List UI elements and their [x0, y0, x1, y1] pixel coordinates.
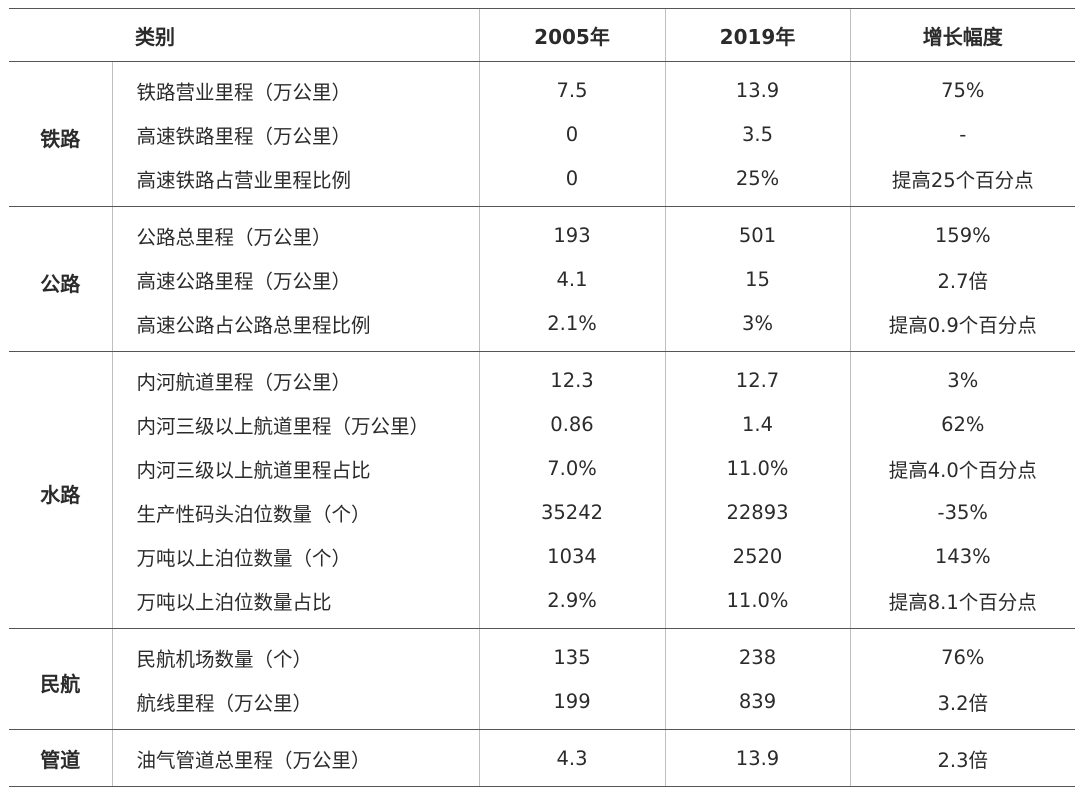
item-label: 铁路营业里程（万公里）: [136, 80, 352, 104]
value-growth: -35%: [849, 490, 1075, 534]
item-label: 高速铁路里程（万公里）: [136, 124, 352, 148]
value-2005: 199: [478, 679, 665, 730]
value-2019: 12.7: [664, 351, 850, 402]
value-2005: 0.86: [478, 402, 665, 446]
group-pipeline: 管道 油气管道总里程（万公里） 4.3 13.9 2.3倍: [9, 729, 1075, 787]
table-row: 高速公路占公路总里程比例 2.1% 3% 提高0.9个百分点: [9, 301, 1075, 352]
group-highway: 公路 公路总里程（万公里） 193 501 159% 高速公路里程（万公里） 4…: [9, 206, 1075, 352]
item-label: 内河三级以上航道里程占比: [136, 458, 371, 482]
category-label: 管道: [9, 729, 113, 787]
value-2005: 0: [478, 112, 665, 156]
value-2005: 7.5: [478, 61, 665, 112]
table-row: 高速公路里程（万公里） 4.1 15 2.7倍: [9, 257, 1075, 301]
category-label: 水路: [9, 351, 113, 629]
value-2005: 7.0%: [478, 446, 665, 490]
value-2019: 2520: [664, 534, 850, 578]
value-2019: 11.0%: [664, 446, 850, 490]
item-label: 公路总里程（万公里）: [136, 225, 332, 249]
value-growth: 提高0.9个百分点: [849, 301, 1075, 352]
table-row: 民航 民航机场数量（个） 135 238 76%: [9, 628, 1075, 730]
item-label: 内河三级以上航道里程（万公里）: [136, 414, 430, 438]
value-growth: 143%: [849, 534, 1075, 578]
item-label: 民航机场数量（个）: [136, 647, 313, 671]
table-row: 铁路 铁路营业里程（万公里） 7.5 13.9 75%: [9, 61, 1075, 207]
table-row: 内河三级以上航道里程占比 7.0% 11.0% 提高4.0个百分点: [9, 446, 1075, 490]
value-growth: 提高4.0个百分点: [849, 446, 1075, 490]
value-2019: 13.9: [664, 729, 850, 787]
value-2005: 0: [478, 156, 665, 207]
value-2019: 3.5: [664, 112, 850, 156]
value-2019: 501: [664, 206, 850, 257]
value-2019: 1.4: [664, 402, 850, 446]
value-growth: 2.3倍: [849, 729, 1075, 787]
item-label: 高速铁路占营业里程比例: [112, 156, 479, 207]
item-label: 高速公路里程（万公里）: [136, 269, 352, 293]
value-2005: 4.3: [478, 729, 665, 787]
value-growth: 2.7倍: [849, 257, 1075, 301]
table-row: 管道 油气管道总里程（万公里） 4.3 13.9 2.3倍: [9, 729, 1075, 787]
value-2019: 15: [664, 257, 850, 301]
table-row: 万吨以上泊位数量占比 2.9% 11.0% 提高8.1个百分点: [9, 578, 1075, 629]
group-aviation: 民航 民航机场数量（个） 135 238 76% 航线里程（万公里） 199 8…: [9, 628, 1075, 730]
value-2005: 4.1: [478, 257, 665, 301]
category-label: 公路: [9, 206, 113, 352]
value-growth: 3%: [849, 351, 1075, 402]
item-label: 油气管道总里程（万公里）: [112, 729, 479, 787]
value-growth: 75%: [849, 61, 1075, 112]
value-growth: 159%: [849, 206, 1075, 257]
header-growth: 增长幅度: [849, 8, 1075, 62]
table-row: 万吨以上泊位数量（个） 1034 2520 143%: [9, 534, 1075, 578]
item-label: 高速公路占公路总里程比例: [112, 301, 479, 352]
header-2019: 2019年: [664, 8, 850, 62]
table-row: 航线里程（万公里） 199 839 3.2倍: [9, 679, 1075, 730]
category-label: 民航: [9, 628, 113, 730]
group-railway: 铁路 铁路营业里程（万公里） 7.5 13.9 75% 高速铁路里程（万公里） …: [9, 61, 1075, 207]
value-2019: 11.0%: [664, 578, 850, 629]
item-label: 万吨以上泊位数量占比: [112, 578, 479, 629]
header-2005: 2005年: [478, 8, 665, 62]
value-growth: 62%: [849, 402, 1075, 446]
table-row: 生产性码头泊位数量（个） 35242 22893 -35%: [9, 490, 1075, 534]
value-growth: -: [849, 112, 1075, 156]
value-2005: 193: [478, 206, 665, 257]
value-2005: 2.9%: [478, 578, 665, 629]
value-2005: 2.1%: [478, 301, 665, 352]
group-waterway: 水路 内河航道里程（万公里） 12.3 12.7 3% 内河三级以上航道里程（万…: [9, 351, 1075, 629]
table-row: 高速铁路里程（万公里） 0 3.5 -: [9, 112, 1075, 156]
value-2005: 12.3: [478, 351, 665, 402]
value-2019: 13.9: [664, 61, 850, 112]
value-2019: 839: [664, 679, 850, 730]
header-row: 类别 2005年 2019年 增长幅度: [9, 8, 1075, 62]
value-2005: 135: [478, 628, 665, 679]
table-row: 高速铁路占营业里程比例 0 25% 提高25个百分点: [9, 156, 1075, 207]
header-category: 类别: [9, 8, 479, 62]
table-row: 公路 公路总里程（万公里） 193 501 159%: [9, 206, 1075, 352]
value-2019: 25%: [664, 156, 850, 207]
value-growth: 提高8.1个百分点: [849, 578, 1075, 629]
item-label: 生产性码头泊位数量（个）: [136, 502, 371, 526]
value-2005: 35242: [478, 490, 665, 534]
value-2019: 238: [664, 628, 850, 679]
item-label: 航线里程（万公里）: [112, 679, 479, 730]
item-label: 万吨以上泊位数量（个）: [136, 546, 352, 570]
table-row: 水路 内河航道里程（万公里） 12.3 12.7 3%: [9, 351, 1075, 629]
transport-stats-table: 类别 2005年 2019年 增长幅度 铁路 铁路营业里程（万公里） 7.5 1…: [9, 8, 1075, 787]
item-label: 内河航道里程（万公里）: [136, 370, 352, 394]
value-2005: 1034: [478, 534, 665, 578]
table-row: 内河三级以上航道里程（万公里） 0.86 1.4 62%: [9, 402, 1075, 446]
value-growth: 76%: [849, 628, 1075, 679]
value-growth: 提高25个百分点: [849, 156, 1075, 207]
value-growth: 3.2倍: [849, 679, 1075, 730]
category-label: 铁路: [9, 61, 113, 207]
value-2019: 3%: [664, 301, 850, 352]
value-2019: 22893: [664, 490, 850, 534]
